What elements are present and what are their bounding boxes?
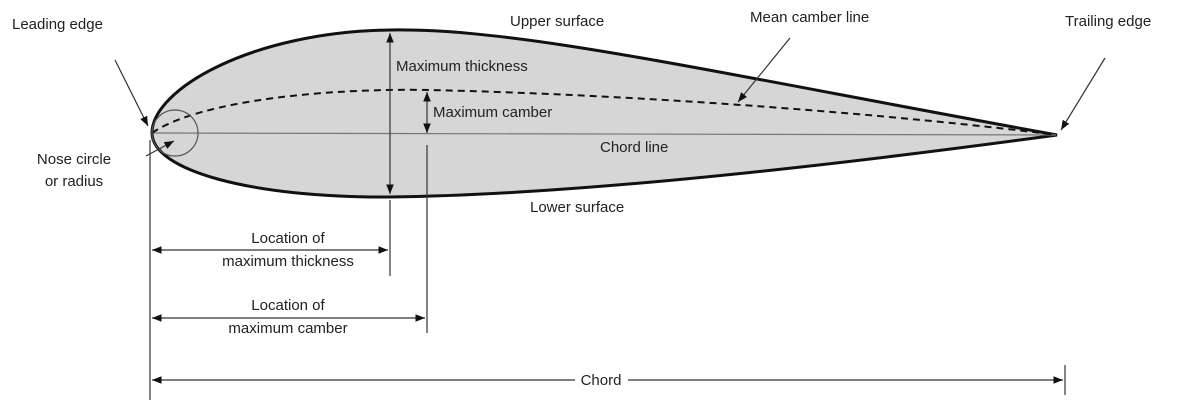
label: Location of [251, 230, 325, 247]
nose-circle [151, 109, 199, 157]
label: Lower surface [530, 199, 624, 216]
label: Leading edge [12, 16, 103, 33]
label: maximum camber [228, 320, 347, 337]
label: Maximum thickness [396, 58, 528, 75]
pointer [737, 37, 791, 103]
label: Mean camber line [750, 9, 869, 26]
label: Trailing edge [1065, 13, 1151, 30]
pointer [1060, 57, 1106, 131]
pointer [114, 59, 149, 127]
label: Chord line [600, 139, 668, 156]
chord-line [151, 132, 1058, 136]
label: Upper surface [510, 13, 604, 30]
camber-line [151, 88, 1058, 136]
label: Maximum camber [433, 104, 552, 121]
label: or radius [45, 173, 103, 190]
airfoil [150, 28, 1058, 199]
label: Nose circle [37, 151, 111, 168]
label: maximum thickness [222, 253, 354, 270]
label: Chord [581, 372, 622, 389]
label: Location of [251, 297, 325, 314]
pointer [145, 140, 175, 157]
